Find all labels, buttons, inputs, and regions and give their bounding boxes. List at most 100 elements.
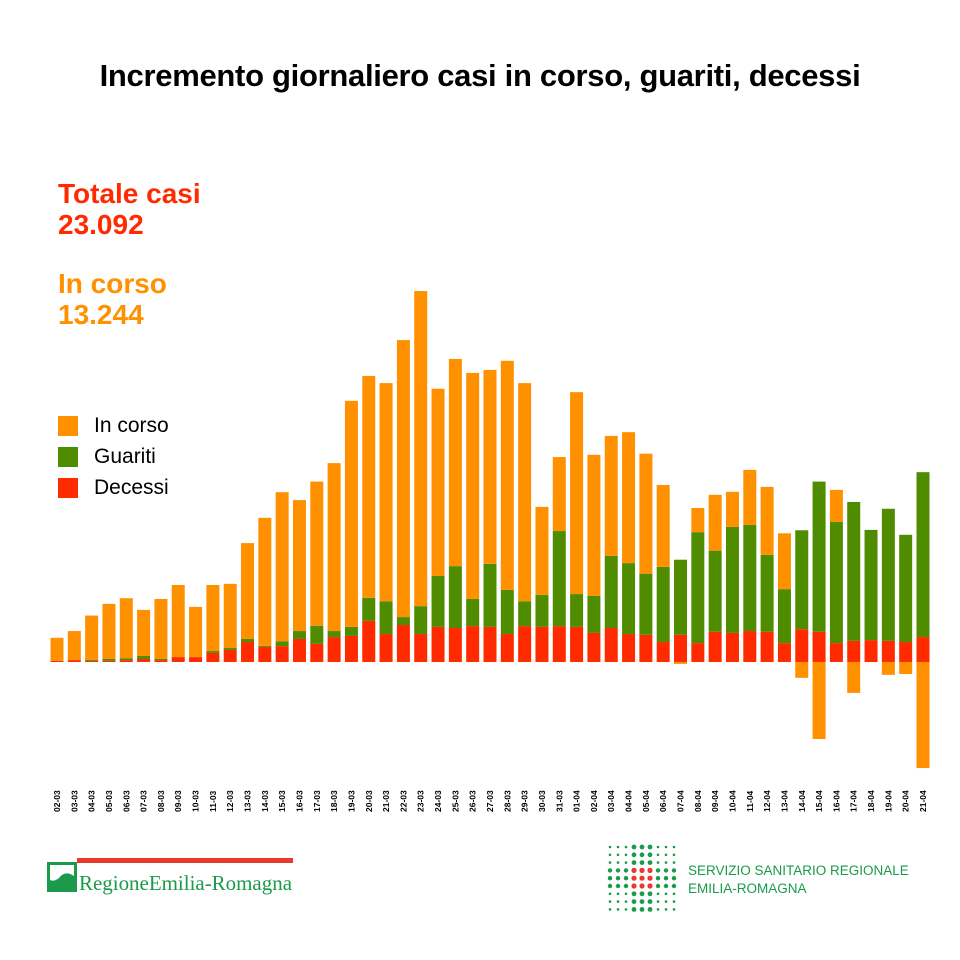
bar-decessi [535,626,549,662]
logo-dot [671,883,677,889]
bar-in-corso [760,486,774,555]
bar-decessi [206,652,220,662]
legend-swatch-decessi [58,477,78,498]
bar-in-corso [639,453,653,574]
logo-dot [663,883,669,889]
bar-in-corso [448,358,462,567]
bar-in-corso [396,340,410,618]
logo-dot [624,900,628,903]
bar-guariti [483,563,497,627]
bar-in-corso [916,661,930,769]
logo-dot [647,860,653,865]
bar-decessi [50,660,64,662]
x-tick-label: 02-04 [589,790,599,812]
logo-dot [607,876,613,881]
logo-dot [671,868,677,873]
active-cases-value: 13.244 [58,299,144,330]
x-tick-label: 13-04 [779,790,789,812]
regione-emilia-romagna-logo: RegioneEmilia-Romagna [45,856,295,896]
logo-dot [647,883,653,889]
legend-label: In corso [94,413,169,437]
bar-guariti [916,472,930,638]
bar-guariti [725,526,739,633]
bar-in-corso [137,609,151,656]
x-tick-label: 16-04 [831,790,841,812]
bar-guariti [431,575,445,627]
bar-in-corso [344,400,358,627]
bar-guariti [535,594,549,627]
bar-guariti [258,645,272,647]
logo-dot [616,845,620,849]
x-tick-label: 09-03 [173,790,183,812]
logo-dot [624,861,628,864]
bar-guariti [708,550,722,632]
bar-decessi [241,641,255,662]
logo-dot [647,891,653,897]
chart-title: Incremento giornaliero casi in corso, gu… [99,58,861,93]
bar-guariti [570,594,584,627]
x-tick-label: 28-03 [502,790,512,812]
x-tick-label: 20-04 [901,790,911,812]
logo-dot [664,853,668,857]
x-tick-label: 08-03 [156,790,166,812]
bar-in-corso [899,661,913,675]
logo-dot [615,876,621,881]
x-tick-label: 30-03 [537,790,547,812]
logo-dot [616,908,620,911]
bar-decessi [414,634,428,662]
logo-dot [672,861,676,864]
logo-dot [663,868,669,873]
bar-in-corso [622,432,636,564]
x-tick-label: 12-03 [225,790,235,812]
bar-in-corso [500,360,514,590]
logo-dot [639,899,645,904]
bar-guariti [622,563,636,635]
logo-dot [608,845,612,849]
bar-decessi [154,660,168,662]
bar-guariti [552,531,566,627]
bar-decessi [119,660,133,662]
bar-in-corso [535,506,549,595]
logo-dot [624,892,628,896]
logo-dot [616,900,620,903]
logo-dot [608,892,612,896]
x-tick-label: 10-03 [191,790,201,812]
bar-guariti [241,638,255,642]
x-tick-label: 20-03 [364,790,374,812]
bar-decessi [396,625,410,662]
bar-decessi [570,626,584,662]
bar-guariti [292,631,306,639]
bar-in-corso [847,661,861,693]
bar-guariti [119,658,133,661]
bar-decessi [829,643,843,662]
bar-in-corso [223,583,237,649]
bar-in-corso [466,372,480,599]
logo-dot [671,876,677,881]
x-tick-label: 18-04 [866,790,876,812]
bar-guariti [777,589,791,644]
bar-guariti [639,573,653,635]
bar-guariti [379,601,393,635]
bar-guariti [795,530,809,630]
x-tick-label: 21-04 [918,790,928,812]
logo-dot [647,899,653,904]
x-tick-label: 14-04 [797,790,807,812]
bar-in-corso [119,598,133,659]
bar-decessi [725,632,739,662]
x-tick-label: 24-03 [433,790,443,812]
logo-dot [656,892,660,896]
bar-decessi [379,634,393,662]
bar-guariti [137,655,151,659]
bar-decessi [137,658,151,662]
bar-in-corso [795,661,809,678]
bar-decessi [864,640,878,662]
x-tick-label: 17-03 [312,790,322,812]
bar-in-corso [102,603,116,659]
bar-decessi [500,634,514,662]
logo-dot [631,907,637,912]
total-cases-stat: Totale casi 23.092 [58,178,201,240]
logo-dot [631,891,637,897]
bar-decessi [760,631,774,662]
bar-guariti [864,529,878,641]
logo-dot [656,853,660,857]
